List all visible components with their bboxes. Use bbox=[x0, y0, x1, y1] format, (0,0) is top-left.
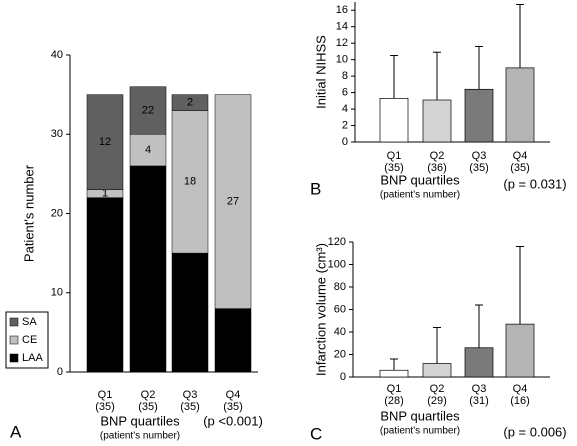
bar-segment bbox=[129, 165, 167, 373]
panel-letter: C bbox=[310, 424, 322, 443]
value-label: 1 bbox=[102, 188, 108, 200]
bar-segment bbox=[129, 86, 167, 135]
x-tick-label: Q4 bbox=[226, 389, 241, 401]
y-tick-label: 40 bbox=[334, 326, 346, 338]
y-tick-label: 12 bbox=[336, 37, 348, 49]
y-tick-label: 100 bbox=[328, 258, 346, 270]
x-tick-count: (35) bbox=[180, 401, 200, 413]
bar bbox=[422, 363, 452, 378]
legend-label: SA bbox=[22, 316, 37, 328]
y-tick-label: 10 bbox=[51, 287, 63, 299]
y-tick-label: 20 bbox=[334, 348, 346, 360]
y-tick-label: 0 bbox=[340, 371, 346, 383]
y-tick-label: 120 bbox=[328, 236, 346, 248]
bar-segment bbox=[86, 197, 124, 373]
x-axis-label: BNP quartiles bbox=[100, 413, 180, 428]
bar-segment bbox=[214, 308, 252, 373]
p-value: (p = 0.031) bbox=[503, 176, 566, 191]
value-label: 2 bbox=[187, 96, 193, 108]
legend-label: CE bbox=[22, 334, 37, 346]
legend-swatch bbox=[9, 317, 19, 327]
y-tick-label: 14 bbox=[336, 21, 348, 33]
x-axis-sublabel: (patient's number) bbox=[380, 190, 460, 201]
y-tick-label: 0 bbox=[342, 136, 348, 148]
y-tick-label: 8 bbox=[342, 70, 348, 82]
y-tick-label: 80 bbox=[334, 281, 346, 293]
x-axis-sublabel: (patient's number) bbox=[100, 431, 180, 442]
y-axis-label: Patient's number bbox=[21, 164, 36, 262]
panel-letter: B bbox=[310, 179, 321, 198]
x-axis-sublabel: (patient's number) bbox=[380, 426, 460, 437]
x-axis-label: BNP quartiles bbox=[380, 408, 460, 423]
x-tick-count: (35) bbox=[510, 162, 530, 174]
x-tick-count: (35) bbox=[384, 162, 404, 174]
y-tick-label: 6 bbox=[342, 86, 348, 98]
x-tick-count: (31) bbox=[469, 395, 489, 407]
x-tick-label: Q2 bbox=[430, 150, 445, 162]
y-tick-label: 10 bbox=[336, 54, 348, 66]
bar bbox=[422, 99, 452, 143]
x-tick-label: Q3 bbox=[472, 150, 487, 162]
bar bbox=[379, 369, 409, 378]
y-tick-label: 0 bbox=[57, 366, 63, 378]
bar bbox=[505, 323, 535, 378]
x-tick-label: Q4 bbox=[513, 383, 528, 395]
value-label: 26 bbox=[142, 263, 154, 275]
x-tick-label: Q2 bbox=[430, 383, 445, 395]
x-tick-label: Q4 bbox=[513, 150, 528, 162]
x-tick-count: (35) bbox=[223, 401, 243, 413]
bar-segment bbox=[129, 134, 167, 167]
value-label: 22 bbox=[142, 104, 154, 116]
value-label: 8 bbox=[230, 334, 236, 346]
p-value: (p = 0.006) bbox=[503, 424, 566, 439]
legend-label: LAA bbox=[22, 352, 43, 364]
bar-segment bbox=[171, 94, 209, 111]
value-label: 27 bbox=[227, 196, 239, 208]
y-tick-label: 16 bbox=[336, 4, 348, 16]
value-label: 4 bbox=[145, 144, 151, 156]
x-tick-count: (28) bbox=[384, 395, 404, 407]
bar-segment bbox=[86, 94, 124, 190]
x-tick-label: Q3 bbox=[472, 383, 487, 395]
bar bbox=[379, 98, 409, 143]
value-label: 22 bbox=[99, 279, 111, 291]
y-axis-label: Infarction volume (cm³) bbox=[313, 243, 328, 376]
y-tick-label: 20 bbox=[51, 207, 63, 219]
legend-swatch bbox=[9, 335, 19, 345]
y-axis-label: Initial NIHSS bbox=[313, 35, 328, 109]
x-tick-count: (29) bbox=[427, 395, 447, 407]
y-tick-label: 2 bbox=[342, 119, 348, 131]
bar bbox=[505, 67, 535, 143]
bar bbox=[464, 347, 494, 378]
x-axis-label: BNP quartiles bbox=[380, 172, 460, 187]
x-tick-count: (35) bbox=[95, 401, 115, 413]
y-tick-label: 60 bbox=[334, 303, 346, 315]
x-tick-label: Q1 bbox=[387, 383, 402, 395]
p-value: (p <0.001) bbox=[203, 413, 263, 428]
x-tick-count: (16) bbox=[510, 395, 530, 407]
y-tick-label: 30 bbox=[51, 128, 63, 140]
x-tick-label: Q1 bbox=[387, 150, 402, 162]
y-tick-label: 40 bbox=[51, 49, 63, 61]
x-tick-count: (35) bbox=[469, 162, 489, 174]
bar-segment bbox=[214, 94, 252, 309]
y-tick-label: 4 bbox=[342, 103, 348, 115]
bar bbox=[464, 88, 494, 143]
x-tick-count: (35) bbox=[138, 401, 158, 413]
x-tick-label: Q2 bbox=[141, 389, 156, 401]
x-tick-label: Q1 bbox=[98, 389, 113, 401]
bar-segment bbox=[171, 252, 209, 373]
value-label: 18 bbox=[184, 176, 196, 188]
x-tick-count: (36) bbox=[427, 162, 447, 174]
legend-swatch bbox=[9, 353, 19, 363]
x-tick-label: Q3 bbox=[183, 389, 198, 401]
value-label: 12 bbox=[99, 136, 111, 148]
panel-letter: A bbox=[10, 422, 22, 441]
value-label: 15 bbox=[184, 306, 196, 318]
